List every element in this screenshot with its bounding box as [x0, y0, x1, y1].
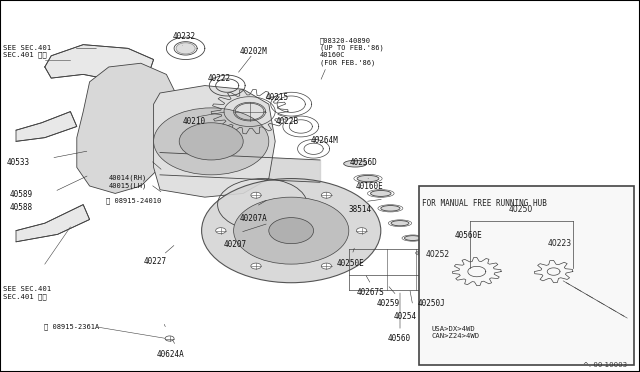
Text: ^. 00 10003: ^. 00 10003 — [583, 362, 627, 368]
Text: 4022B: 4022B — [275, 117, 298, 126]
Text: 40014(RH)
40015(LH): 40014(RH) 40015(LH) — [109, 175, 147, 189]
Circle shape — [251, 263, 261, 269]
Circle shape — [234, 197, 349, 264]
Text: 40267S: 40267S — [356, 288, 384, 297]
Ellipse shape — [404, 236, 421, 241]
Polygon shape — [77, 63, 179, 193]
Text: ⑤08320-40890
(UP TO FEB.'86)
40160C
(FOR FEB.'86): ⑤08320-40890 (UP TO FEB.'86) 40160C (FOR… — [320, 37, 384, 66]
Text: 40250: 40250 — [509, 205, 533, 214]
Bar — [419, 186, 634, 365]
Ellipse shape — [371, 190, 391, 196]
Text: 40207: 40207 — [224, 240, 247, 249]
Text: 40560E: 40560E — [454, 231, 482, 240]
Circle shape — [356, 228, 367, 234]
Text: 40252: 40252 — [426, 250, 450, 259]
Polygon shape — [16, 205, 90, 242]
Polygon shape — [154, 86, 275, 197]
Circle shape — [154, 108, 269, 175]
Text: 40160E: 40160E — [355, 182, 383, 191]
Text: 40264M: 40264M — [310, 136, 338, 145]
Text: 40256D: 40256D — [349, 158, 377, 167]
Polygon shape — [45, 45, 154, 82]
Ellipse shape — [418, 251, 433, 255]
Circle shape — [216, 228, 226, 234]
Text: 40624A: 40624A — [157, 350, 184, 359]
Circle shape — [165, 336, 174, 341]
Ellipse shape — [344, 160, 367, 167]
Circle shape — [202, 179, 381, 283]
Text: 40210: 40210 — [182, 117, 205, 126]
Text: SEE SEC.401
SEC.401 参照: SEE SEC.401 SEC.401 参照 — [3, 45, 51, 58]
Polygon shape — [16, 112, 77, 141]
Polygon shape — [442, 193, 493, 231]
Text: 40254: 40254 — [394, 312, 417, 321]
Text: 40533: 40533 — [6, 158, 29, 167]
Circle shape — [179, 123, 243, 160]
Circle shape — [321, 192, 332, 198]
Text: 40589: 40589 — [10, 190, 33, 199]
Text: SEE SEC.401
SEC.401 参照: SEE SEC.401 SEC.401 参照 — [3, 286, 51, 300]
Text: 40202M: 40202M — [240, 46, 268, 55]
Text: Ⓥ 08915-2361A: Ⓥ 08915-2361A — [44, 324, 99, 330]
Text: FOR MANUAL FREE RUNNING HUB: FOR MANUAL FREE RUNNING HUB — [422, 199, 547, 208]
Text: 40232: 40232 — [173, 32, 196, 41]
Text: 40250E: 40250E — [337, 259, 364, 267]
Text: 40223: 40223 — [547, 238, 572, 247]
Text: Ⓜ 08915-24010: Ⓜ 08915-24010 — [106, 197, 161, 204]
Text: 38514: 38514 — [349, 205, 372, 214]
Circle shape — [321, 263, 332, 269]
Text: 40222: 40222 — [208, 74, 231, 83]
Ellipse shape — [357, 176, 379, 182]
Text: 40250J: 40250J — [417, 299, 445, 308]
Ellipse shape — [391, 221, 409, 226]
Ellipse shape — [381, 205, 400, 211]
Text: 40588: 40588 — [10, 203, 33, 212]
Text: 40207A: 40207A — [240, 214, 268, 223]
Text: 40259: 40259 — [376, 299, 399, 308]
Text: 40560: 40560 — [387, 334, 410, 343]
Circle shape — [176, 43, 195, 54]
Circle shape — [251, 192, 261, 198]
Text: 40215: 40215 — [266, 93, 289, 102]
Text: USA>DX>4WD
CAN>Z24>4WD: USA>DX>4WD CAN>Z24>4WD — [432, 326, 480, 339]
Circle shape — [269, 218, 314, 244]
Text: 40227: 40227 — [144, 257, 167, 266]
